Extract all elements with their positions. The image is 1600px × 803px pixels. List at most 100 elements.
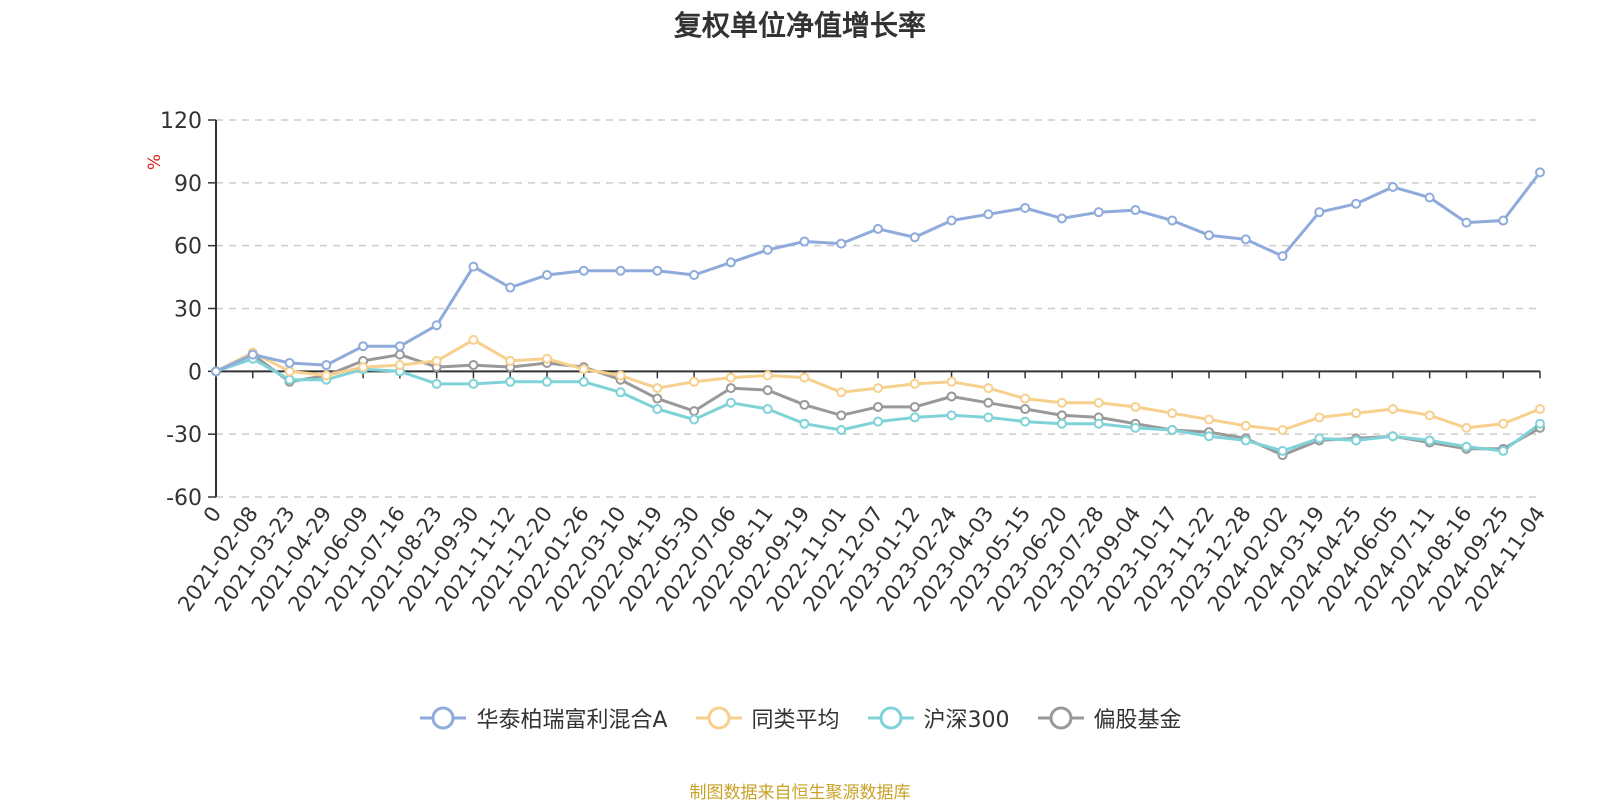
- data-point: [799, 418, 810, 429]
- data-point: [284, 366, 295, 377]
- legend-item[interactable]: 同类平均: [694, 702, 840, 734]
- data-point: [1277, 445, 1288, 456]
- legend-item[interactable]: 沪深300: [866, 702, 1010, 734]
- data-point: [1204, 431, 1214, 442]
- data-point: [652, 404, 663, 415]
- data-point: [946, 410, 957, 421]
- data-point: [1167, 215, 1178, 226]
- data-point: [762, 370, 773, 381]
- data-point: [836, 238, 847, 249]
- data-point: [1461, 217, 1472, 228]
- data-point: [505, 355, 516, 366]
- data-point: [431, 355, 442, 366]
- data-point: [652, 393, 663, 404]
- legend-item[interactable]: 华泰柏瑞富利混合A: [418, 702, 668, 734]
- data-point: [1056, 410, 1067, 421]
- y-tick-label: 30: [174, 298, 202, 323]
- data-point: [873, 223, 883, 234]
- data-point: [247, 349, 258, 360]
- data-point: [468, 334, 479, 345]
- data-point: [1387, 404, 1398, 415]
- data-point: [1535, 404, 1545, 415]
- data-point: [836, 424, 847, 435]
- data-point: [652, 265, 663, 276]
- data-point: [1314, 412, 1325, 423]
- data-point: [1056, 397, 1067, 408]
- data-point: [873, 383, 883, 394]
- data-point: [1020, 202, 1031, 213]
- data-point: [1498, 418, 1509, 429]
- data-point: [983, 383, 994, 394]
- data-point: [1056, 418, 1067, 429]
- legend-label: 华泰柏瑞富利混合A: [476, 708, 668, 733]
- data-point: [1204, 414, 1214, 425]
- data-point: [284, 357, 295, 368]
- data-point: [1204, 230, 1214, 241]
- data-point: [468, 261, 479, 272]
- data-point: [1240, 420, 1251, 431]
- legend-marker-icon: [1037, 706, 1084, 730]
- data-point: [1314, 207, 1325, 218]
- data-point: [542, 353, 552, 364]
- data-point: [652, 383, 663, 394]
- data-point: [909, 232, 920, 243]
- data-point: [358, 362, 369, 373]
- data-point: [1461, 422, 1472, 433]
- data-point: [1093, 418, 1104, 429]
- data-point: [725, 383, 736, 394]
- data-point: [1167, 424, 1178, 435]
- data-point: [836, 410, 847, 421]
- y-tick-label: 60: [174, 235, 202, 260]
- y-tick-label: 120: [160, 109, 202, 134]
- legend-marker-icon: [867, 706, 914, 730]
- data-point: [1351, 198, 1362, 209]
- data-point: [1498, 445, 1509, 456]
- data-point: [1020, 404, 1031, 415]
- data-point: [909, 412, 920, 423]
- data-point: [505, 282, 516, 293]
- legend: 华泰柏瑞富利混合A 同类平均 沪深300 偏股基金: [0, 702, 1600, 734]
- data-point: [836, 387, 847, 398]
- data-point: [725, 257, 736, 268]
- data-point: [1240, 234, 1251, 245]
- data-point: [431, 320, 442, 331]
- data-point: [1020, 393, 1031, 404]
- data-point: [358, 341, 369, 352]
- data-point: [394, 360, 405, 371]
- legend-label: 偏股基金: [1093, 708, 1182, 733]
- data-point: [1351, 408, 1362, 419]
- data-point: [1314, 433, 1325, 444]
- data-point: [1277, 251, 1288, 262]
- data-point: [689, 376, 700, 387]
- data-point: [1387, 182, 1398, 193]
- data-point: [1240, 435, 1251, 446]
- data-point: [1056, 213, 1067, 224]
- data-point: [1424, 192, 1435, 203]
- data-point: [1461, 441, 1472, 452]
- legend-label: 同类平均: [751, 708, 840, 733]
- y-tick-label: 0: [188, 360, 202, 385]
- y-axis-label: %: [145, 154, 165, 170]
- data-point: [542, 269, 552, 280]
- data-point: [1130, 205, 1141, 216]
- data-point: [1387, 431, 1398, 442]
- data-point: [615, 387, 626, 398]
- data-point: [468, 360, 479, 371]
- data-point: [431, 378, 442, 389]
- legend-item[interactable]: 偏股基金: [1036, 702, 1182, 734]
- data-point: [799, 236, 810, 247]
- data-point: [578, 364, 589, 375]
- data-point: [983, 209, 994, 220]
- y-tick-label: -60: [166, 486, 202, 511]
- data-point: [394, 349, 405, 360]
- data-point: [689, 269, 700, 280]
- data-point: [909, 401, 920, 412]
- data-point: [799, 372, 810, 383]
- data-point: [1535, 418, 1545, 429]
- data-point: [1498, 215, 1509, 226]
- data-point: [1351, 435, 1362, 446]
- data-point: [394, 341, 405, 352]
- data-point: [1424, 435, 1435, 446]
- legend-marker-icon: [420, 706, 467, 730]
- data-point: [505, 376, 516, 387]
